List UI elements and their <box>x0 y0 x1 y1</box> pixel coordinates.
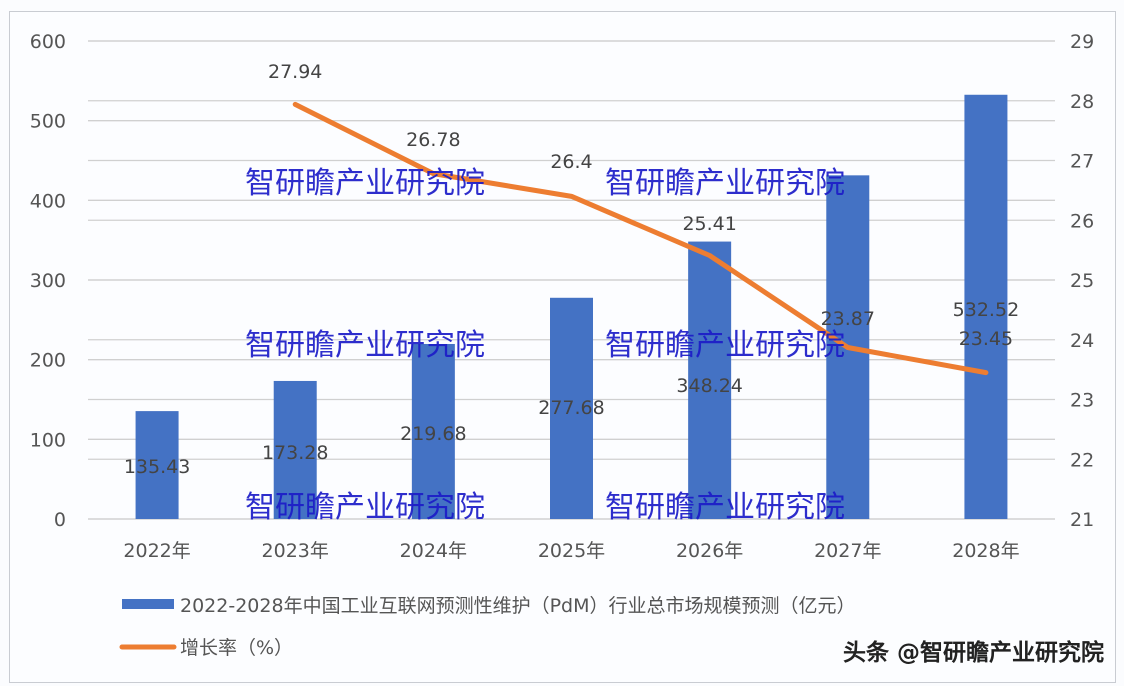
growth-value-label: 23.45 <box>959 328 1013 350</box>
x-axis: 2022年 2023年 2024年 2025年 2026年 2027年 2028年 <box>123 540 1019 562</box>
right-tick-label: 23 <box>1070 390 1094 412</box>
watermark-text: 智研瞻产业研究院 <box>245 166 485 201</box>
right-tick-label: 27 <box>1070 151 1094 173</box>
watermark-text: 智研瞻产业研究院 <box>605 166 845 201</box>
left-tick-label: 0 <box>54 509 66 531</box>
right-axis: 21 22 23 24 25 26 27 28 29 <box>1070 31 1094 531</box>
credit-text: 头条 @智研瞻产业研究院 <box>843 639 1104 666</box>
watermark-text: 智研瞻产业研究院 <box>605 490 845 525</box>
right-tick-label: 24 <box>1070 330 1094 352</box>
growth-value-label: 23.87 <box>821 308 875 330</box>
right-tick-label: 29 <box>1070 31 1094 53</box>
legend-bar-label: 2022-2028年中国工业互联网预测性维护（PdM）行业总市场规模预测（亿元） <box>180 595 855 617</box>
x-tick-label: 2027年 <box>814 540 881 562</box>
left-tick-label: 300 <box>30 270 66 292</box>
legend-bar-swatch <box>122 599 174 609</box>
growth-value-label: 26.78 <box>406 129 460 151</box>
data-labels: 135.43 173.28 219.68 277.68 348.24 532.52 27.9… <box>124 61 1019 478</box>
x-tick-label: 2024年 <box>400 540 467 562</box>
growth-value-label: 27.94 <box>268 61 322 83</box>
growth-value-label: 25.41 <box>682 213 736 235</box>
bar <box>550 297 593 519</box>
line-series <box>292 101 989 376</box>
left-tick-label: 400 <box>30 190 66 212</box>
bar-series <box>135 94 1008 520</box>
watermark-text: 智研瞻产业研究院 <box>245 490 485 525</box>
right-tick-label: 25 <box>1070 270 1094 292</box>
growth-value-label: 26.4 <box>550 151 592 173</box>
x-tick-label: 2025年 <box>538 540 605 562</box>
bar-value-label: 135.43 <box>124 456 190 478</box>
watermark-text: 智研瞻产业研究院 <box>245 328 485 363</box>
bar <box>411 343 455 519</box>
bar <box>273 380 317 519</box>
x-tick-label: 2022年 <box>123 540 190 562</box>
watermark-text: 智研瞻产业研究院 <box>605 328 845 363</box>
x-tick-label: 2028年 <box>952 540 1019 562</box>
left-tick-label: 100 <box>30 429 66 451</box>
right-tick-label: 28 <box>1070 91 1094 113</box>
right-tick-label: 26 <box>1070 210 1094 232</box>
left-tick-label: 200 <box>30 350 66 372</box>
right-tick-label: 22 <box>1070 449 1094 471</box>
x-tick-label: 2023年 <box>262 540 329 562</box>
bar <box>688 241 732 520</box>
left-axis: 0 100 200 300 400 500 600 <box>30 31 66 531</box>
left-tick-label: 600 <box>30 31 66 53</box>
bar <box>964 94 1008 519</box>
bar-value-label: 348.24 <box>676 375 742 397</box>
bar-value-label: 173.28 <box>262 442 328 464</box>
x-tick-label: 2026年 <box>676 540 743 562</box>
right-tick-label: 21 <box>1070 509 1094 531</box>
bar-value-label: 219.68 <box>400 423 466 445</box>
bar <box>135 411 179 519</box>
left-tick-label: 500 <box>30 111 66 133</box>
bar-value-label: 277.68 <box>538 397 604 419</box>
legend-line-label: 增长率（%） <box>180 637 293 659</box>
bar-value-label: 532.52 <box>953 299 1019 321</box>
growth-line <box>292 101 989 376</box>
legend: 2022-2028年中国工业互联网预测性维护（PdM）行业总市场规模预测（亿元）… <box>119 595 855 659</box>
